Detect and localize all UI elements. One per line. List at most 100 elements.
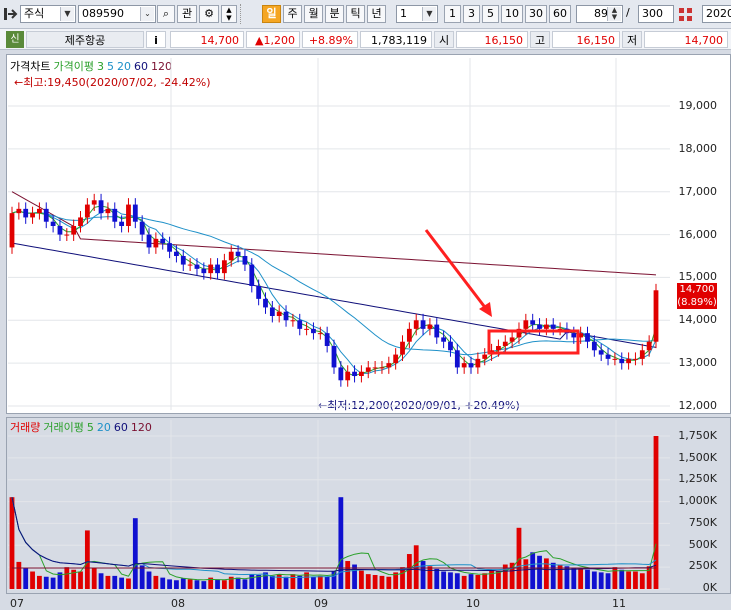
period-tick-button[interactable]: 틱	[346, 5, 365, 23]
link-arrow-icon[interactable]	[4, 7, 18, 21]
candle-body	[194, 264, 200, 269]
volume-bar	[304, 572, 309, 589]
volume-bar	[98, 573, 104, 589]
volume-bar	[496, 570, 501, 589]
updown-button[interactable]: ▲ ▼	[221, 5, 237, 23]
volume-bar	[283, 576, 289, 589]
volume-bar	[297, 575, 303, 589]
mult-10-button[interactable]: 10	[501, 5, 523, 23]
period-month-button[interactable]: 월	[304, 5, 323, 23]
mult-60-button[interactable]: 60	[549, 5, 571, 23]
vol-ma60-line	[11, 497, 657, 572]
volume-bar	[530, 552, 536, 589]
date-input[interactable]: 2020/	[702, 5, 731, 23]
x-tick: 08	[171, 597, 185, 610]
gwan-button[interactable]: 관	[177, 5, 197, 23]
period-year-button[interactable]: 년	[367, 5, 386, 23]
highlight-rect	[487, 329, 580, 355]
ma20-line	[11, 210, 657, 356]
candle-body	[427, 324, 433, 329]
search-button[interactable]: ⌕	[157, 5, 175, 23]
volume-bar	[359, 570, 364, 589]
total-count-input[interactable]: 300	[638, 5, 674, 23]
volume-bar	[317, 575, 323, 589]
candle-body	[263, 298, 268, 308]
candle-body	[619, 358, 625, 364]
candle-body	[626, 358, 631, 364]
legend-ma120: 120	[150, 60, 172, 73]
volume-panel[interactable]	[6, 417, 731, 594]
volume-bar	[454, 573, 460, 589]
candle-body	[132, 204, 138, 222]
price-panel[interactable]	[6, 54, 731, 414]
candle-body	[112, 208, 118, 222]
grid-icon[interactable]	[678, 7, 694, 23]
period-day-button[interactable]: 일	[262, 5, 281, 23]
candle-body	[242, 256, 248, 265]
spinner-icon: ▲ ▼	[607, 7, 621, 21]
mult-1-button[interactable]: 1	[444, 5, 461, 23]
volume-bar	[571, 568, 577, 589]
y-tick: 12,000	[678, 399, 718, 412]
candle-body	[372, 367, 378, 369]
candle-body	[126, 204, 131, 226]
candle-body	[612, 358, 618, 360]
market-select[interactable]: 주식 ▼	[20, 5, 76, 23]
chevron-down-icon: ⌄	[140, 7, 154, 21]
volume-bar	[646, 566, 652, 589]
volume-y-tick: 1,000K	[678, 494, 717, 507]
volume-bar	[139, 565, 145, 589]
candle-body	[468, 363, 474, 368]
volume-bar	[91, 568, 97, 589]
volume-y-tick: 750K	[688, 516, 717, 529]
volume-legend-ma60: 60	[113, 421, 128, 434]
volume-bar	[269, 575, 275, 589]
code-input[interactable]: 089590 ⌄	[78, 5, 156, 23]
open-label: 시	[434, 31, 454, 48]
volume-bar	[215, 579, 220, 589]
volume-bar	[461, 575, 467, 589]
display-count-input[interactable]: 89 ▲ ▼	[576, 5, 623, 23]
period-week-button[interactable]: 주	[283, 5, 302, 23]
volume-legend-title: 거래량	[10, 421, 41, 434]
chevron-down-icon: ▼	[60, 7, 74, 21]
volume-bar	[50, 577, 56, 589]
volume-bar	[187, 579, 193, 589]
arrow-annotation	[424, 229, 492, 317]
period-minute-button[interactable]: 분	[325, 5, 344, 23]
volume-bar	[228, 576, 234, 589]
volume-bar	[591, 571, 597, 589]
candle-body	[84, 204, 90, 218]
volume-bar	[585, 569, 590, 589]
candle-body	[139, 221, 145, 235]
candle-body	[256, 286, 262, 299]
unit-value: 1	[400, 7, 407, 20]
mult-3-button[interactable]: 3	[463, 5, 480, 23]
current-price-tag-value: 14,700	[679, 284, 715, 295]
candle-body	[50, 221, 56, 226]
settings-button[interactable]: ⚙	[199, 5, 219, 23]
unit-select[interactable]: 1 ▼	[396, 5, 438, 23]
candle-body	[516, 328, 522, 338]
volume-bar	[119, 577, 125, 589]
code-value: 089590	[82, 7, 124, 20]
candle-body	[598, 350, 604, 355]
mult-5-button[interactable]: 5	[482, 5, 499, 23]
mult-30-button[interactable]: 30	[525, 5, 547, 23]
candle-body	[30, 213, 35, 218]
volume-bar	[126, 578, 131, 589]
volume-bar	[482, 573, 488, 589]
stock-name: 제주항공	[26, 31, 144, 48]
volume-legend-ma120: 120	[130, 421, 152, 434]
info-button[interactable]: i	[146, 31, 166, 48]
candle-body	[406, 328, 412, 342]
ma120-line	[11, 191, 657, 276]
candle-body	[221, 260, 227, 274]
volume-bar	[324, 576, 330, 589]
volume-bar	[386, 576, 392, 589]
candles	[9, 193, 659, 387]
volume-y-tick: 0K	[702, 581, 717, 594]
volume-bar	[160, 577, 166, 589]
volume-bar	[221, 580, 227, 589]
candle-body	[235, 251, 241, 256]
